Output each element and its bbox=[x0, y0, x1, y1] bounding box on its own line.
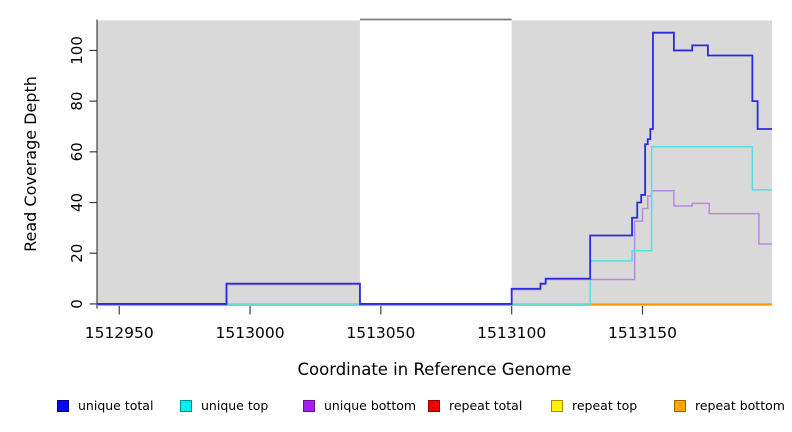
legend-label: unique total bbox=[78, 398, 154, 413]
legend-item-repeat-bottom: repeat bottom bbox=[674, 398, 785, 414]
legend-label: repeat top bbox=[572, 398, 638, 413]
series-line-unique-total bbox=[97, 31, 772, 305]
series-line-unique-top bbox=[97, 146, 772, 305]
x-tick-label: 1512950 bbox=[85, 324, 154, 342]
legend-swatch-icon bbox=[551, 400, 563, 412]
legend: unique total unique top unique bottom repea… bbox=[0, 398, 792, 418]
legend-swatch-icon bbox=[674, 400, 686, 412]
legend-label: unique top bbox=[201, 398, 269, 413]
coverage-plot-svg: 0 20 40 60 80 100 1512950 1513000 1513050 1513100… bbox=[21, 18, 772, 379]
legend-item-repeat-top: repeat top bbox=[551, 398, 637, 414]
legend-label: repeat bottom bbox=[695, 398, 785, 413]
y-tick-label: 40 bbox=[68, 193, 86, 212]
legend-swatch-icon bbox=[180, 400, 192, 412]
legend-item-unique-bottom: unique bottom bbox=[303, 398, 416, 414]
legend-label: unique bottom bbox=[324, 398, 417, 413]
y-tick-label: 0 bbox=[68, 299, 86, 309]
legend-label: repeat total bbox=[449, 398, 523, 413]
legend-swatch-icon bbox=[428, 400, 440, 412]
x-tick-label: 1513100 bbox=[477, 324, 546, 342]
shaded-region-left bbox=[97, 20, 360, 305]
legend-swatch-icon bbox=[303, 400, 315, 412]
y-tick-label: 60 bbox=[68, 142, 86, 161]
x-tick-label: 1513150 bbox=[608, 324, 677, 342]
x-tick-label: 1513050 bbox=[346, 324, 415, 342]
x-axis-title: Coordinate in Reference Genome bbox=[297, 360, 571, 379]
y-tick-label: 20 bbox=[68, 244, 86, 263]
x-tick-label: 1513000 bbox=[216, 324, 285, 342]
y-axis-title: Read Coverage Depth bbox=[21, 76, 40, 252]
y-tick-label: 80 bbox=[68, 92, 86, 111]
y-tick-label: 100 bbox=[68, 36, 86, 65]
legend-item-repeat-total: repeat total bbox=[428, 398, 522, 414]
legend-item-unique-total: unique total bbox=[57, 398, 153, 414]
legend-swatch-icon bbox=[57, 400, 69, 412]
shaded-region-right bbox=[511, 20, 772, 305]
legend-item-unique-top: unique top bbox=[180, 398, 268, 414]
